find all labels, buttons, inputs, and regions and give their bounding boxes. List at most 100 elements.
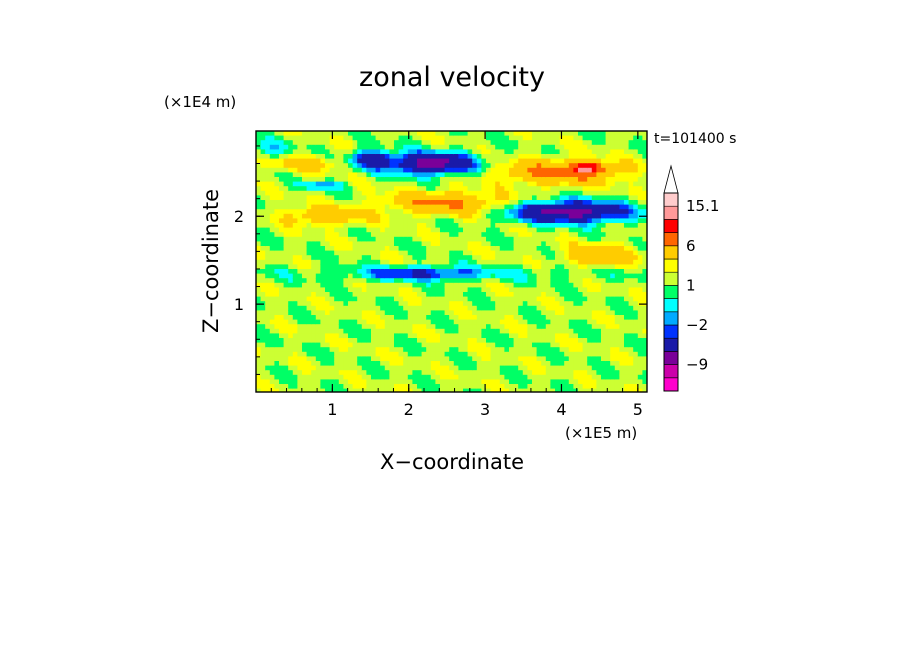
contour-cell — [352, 250, 358, 256]
contour-cell — [279, 218, 285, 224]
contour-cell — [279, 213, 285, 219]
contour-cell — [568, 305, 574, 311]
contour-cell — [605, 264, 611, 270]
contour-cell — [573, 227, 579, 233]
contour-cell — [389, 342, 395, 348]
contour-cell — [260, 223, 266, 229]
contour-cell — [550, 236, 556, 242]
contour-cell — [430, 296, 436, 302]
contour-cell — [582, 310, 588, 316]
contour-cell — [559, 338, 565, 344]
contour-cell — [541, 163, 547, 169]
contour-cell — [458, 365, 464, 371]
contour-cell — [375, 310, 381, 316]
contour-cell — [421, 338, 427, 344]
contour-cell — [398, 324, 404, 330]
contour-cell — [550, 305, 556, 311]
contour-cell — [338, 319, 344, 325]
contour-cell — [504, 236, 510, 242]
contour-cell — [311, 282, 317, 288]
contour-cell — [619, 319, 625, 325]
contour-cell — [591, 172, 597, 178]
contour-cell — [357, 361, 363, 367]
contour-cell — [481, 218, 487, 224]
contour-cell — [352, 287, 358, 293]
contour-cell — [366, 301, 372, 307]
contour-cell — [283, 287, 289, 293]
contour-cell — [371, 255, 377, 261]
contour-cell — [426, 273, 432, 279]
contour-cell — [458, 144, 464, 150]
contour-cell — [430, 384, 436, 390]
contour-cell — [545, 172, 551, 178]
contour-cell — [614, 227, 620, 233]
contour-cell — [269, 292, 275, 298]
contour-cell — [509, 365, 515, 371]
contour-cell — [495, 204, 501, 210]
contour-cell — [582, 255, 588, 261]
contour-cell — [453, 388, 459, 392]
contour-cell — [334, 190, 340, 196]
contour-cell — [578, 246, 584, 252]
contour-cell — [582, 167, 588, 173]
contour-cell — [398, 282, 404, 288]
contour-cell — [357, 223, 363, 229]
contour-cell — [283, 213, 289, 219]
contour-cell — [384, 315, 390, 321]
contour-cell — [591, 347, 597, 353]
contour-cell — [458, 351, 464, 357]
contour-cell — [357, 269, 363, 275]
contour-cell — [348, 200, 354, 206]
contour-cell — [325, 149, 331, 155]
contour-cell — [591, 287, 597, 293]
contour-cell — [550, 365, 556, 371]
contour-cell — [458, 315, 464, 321]
contour-cell — [624, 305, 630, 311]
contour-cell — [504, 154, 510, 160]
contour-cell — [403, 324, 409, 330]
contour-cell — [329, 218, 335, 224]
contour-cell — [453, 149, 459, 155]
contour-cell — [527, 213, 533, 219]
contour-cell — [541, 296, 547, 302]
contour-cell — [371, 223, 377, 229]
contour-cell — [279, 250, 285, 256]
contour-cell — [610, 379, 616, 385]
contour-cell — [527, 241, 533, 247]
contour-cell — [417, 190, 423, 196]
contour-cell — [366, 232, 372, 238]
contour-cell — [614, 305, 620, 311]
contour-cell — [334, 200, 340, 206]
contour-cell — [306, 223, 312, 229]
contour-cell — [371, 379, 377, 385]
contour-cell — [260, 204, 266, 210]
contour-cell — [467, 181, 473, 187]
contour-cell — [458, 273, 464, 279]
contour-cell — [518, 236, 524, 242]
contour-cell — [619, 223, 625, 229]
contour-cell — [504, 250, 510, 256]
contour-cell — [582, 158, 588, 164]
contour-cell — [458, 167, 464, 173]
contour-cell — [536, 163, 542, 169]
contour-cell — [389, 236, 395, 242]
contour-cell — [338, 296, 344, 302]
contour-cell — [453, 379, 459, 385]
contour-cell — [426, 204, 432, 210]
contour-cell — [619, 324, 625, 330]
contour-cell — [412, 273, 418, 279]
contour-cell — [504, 310, 510, 316]
contour-cell — [509, 172, 515, 178]
contour-cell — [481, 342, 487, 348]
contour-cell — [532, 287, 538, 293]
contour-cell — [568, 149, 574, 155]
contour-cell — [605, 292, 611, 298]
contour-cell — [352, 342, 358, 348]
contour-cell — [269, 338, 275, 344]
contour-cell — [343, 305, 349, 311]
contour-cell — [279, 361, 285, 367]
contour-cell — [338, 287, 344, 293]
contour-cell — [467, 172, 473, 178]
contour-cell — [375, 177, 381, 183]
contour-cell — [449, 374, 455, 380]
